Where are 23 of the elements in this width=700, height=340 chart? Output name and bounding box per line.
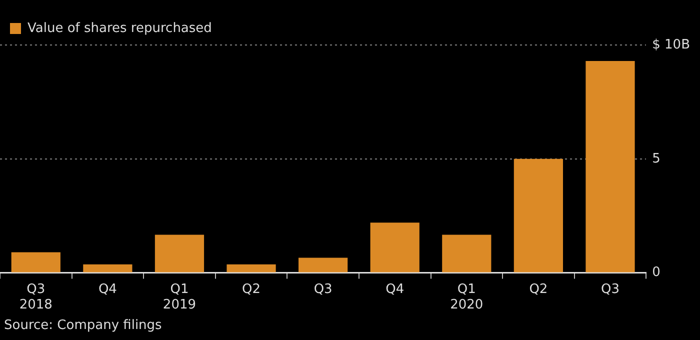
bar: [370, 222, 420, 272]
x-tick-label: Q4: [98, 282, 117, 297]
bar: [154, 234, 204, 272]
x-tick-label: Q1 2019: [162, 282, 196, 313]
bar: [83, 264, 132, 272]
x-tick-label: Q3: [314, 282, 332, 297]
bar: [226, 264, 276, 272]
bar: [586, 60, 635, 272]
x-tick-label: Q2: [242, 282, 261, 297]
bar: [514, 158, 563, 272]
x-tick-label: Q1 2020: [450, 282, 484, 313]
bar: [298, 258, 348, 272]
x-tick-label: Q4: [386, 282, 404, 297]
source-note: Source: Company filings: [4, 318, 162, 333]
x-tick-label: Q3 2018: [19, 282, 52, 313]
x-tick-label: Q2: [529, 282, 548, 297]
bar: [442, 234, 492, 272]
y-tick-label: 5: [652, 151, 660, 166]
y-tick-label: 0: [652, 265, 660, 280]
bar: [11, 252, 60, 272]
x-tick-label: Q3: [600, 282, 620, 297]
y-tick-label: $ 10B: [652, 37, 690, 52]
legend-label: Value of shares repurchased: [28, 20, 212, 36]
